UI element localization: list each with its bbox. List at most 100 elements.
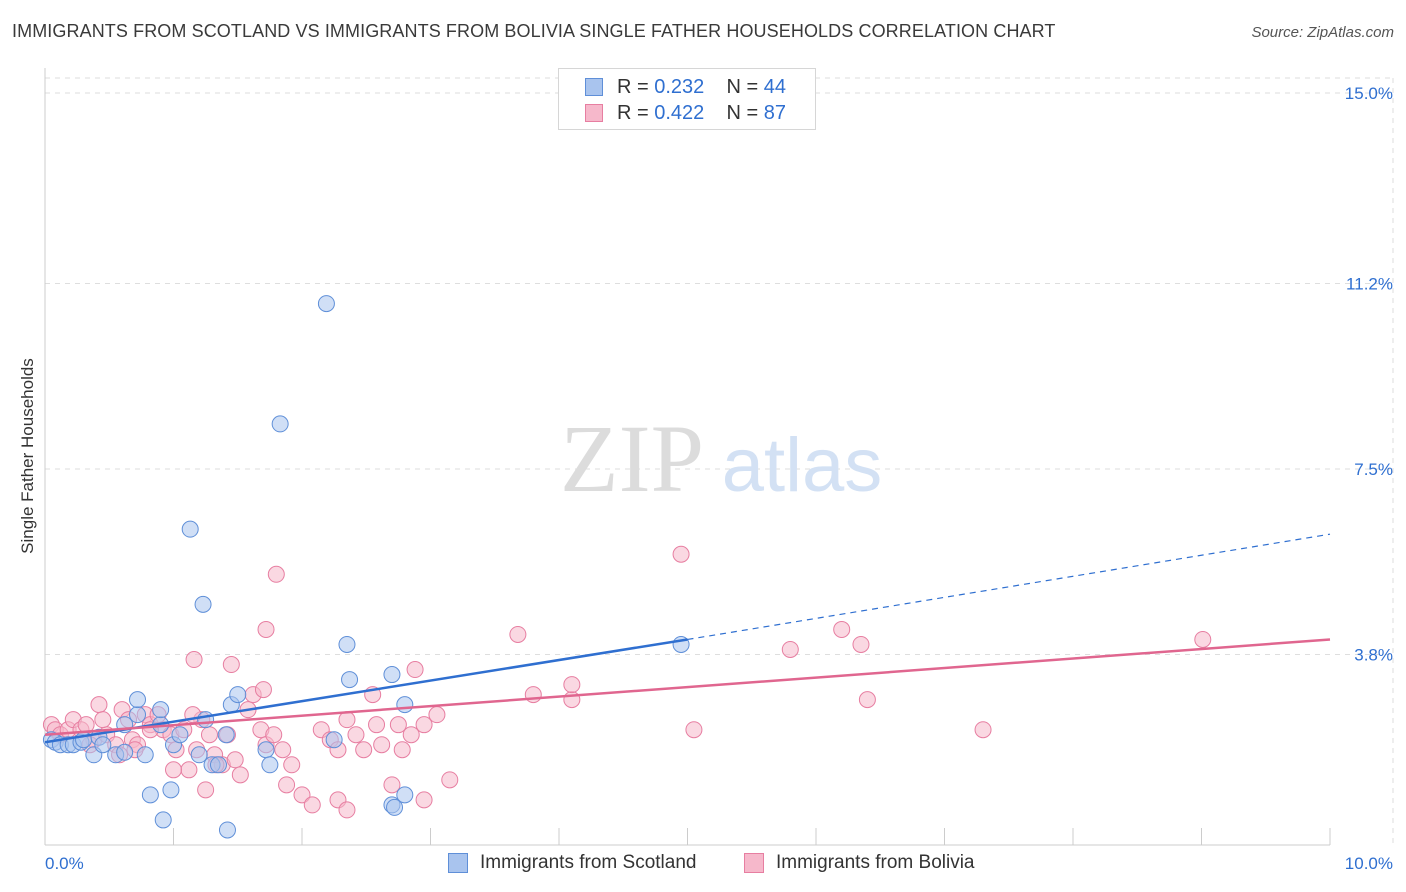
scotland-point (129, 706, 147, 724)
bolivia-swatch (585, 104, 603, 122)
bolivia-point (402, 726, 420, 744)
scotland-point (217, 726, 235, 744)
bolivia-point (858, 691, 876, 709)
legend-n-label: N = (726, 76, 759, 98)
scotland-point (194, 595, 212, 613)
bolivia-trend-line (44, 638, 1331, 736)
bolivia-point (257, 620, 275, 638)
bolivia-point (293, 786, 311, 804)
bolivia-point (185, 651, 203, 669)
legend-r-label: R = (617, 102, 649, 124)
bolivia-point (338, 801, 356, 819)
scotland-point (317, 295, 335, 313)
bolivia-point (265, 726, 283, 744)
scotland-point (116, 743, 134, 761)
scotland-point (136, 746, 154, 764)
bolivia-point (165, 761, 182, 779)
scotland-legend-label: Immigrants from Scotland (480, 852, 697, 873)
scotland-point (396, 786, 414, 804)
bolivia-legend-label: Immigrants from Bolivia (776, 852, 975, 873)
bolivia-point (406, 661, 424, 679)
bolivia-point (685, 721, 703, 739)
bolivia-point (283, 756, 301, 774)
series-bolivia-points (42, 545, 1212, 819)
bolivia-point (338, 711, 356, 729)
scotland-point (190, 746, 208, 764)
scotland-point (209, 756, 227, 774)
scotland-point (197, 711, 215, 729)
scotland-point (271, 415, 289, 433)
bolivia-point (267, 565, 285, 583)
bolivia-point (428, 706, 446, 724)
scotland-point (257, 741, 275, 759)
bolivia-point (368, 716, 386, 734)
bolivia-point (231, 766, 249, 784)
bolivia-point (672, 545, 690, 563)
trend-lines (44, 533, 1331, 744)
source-credit: Source: ZipAtlas.com (1251, 24, 1394, 41)
scotland-point (154, 811, 172, 829)
bolivia-legend-swatch (744, 853, 764, 873)
bolivia-point (303, 796, 321, 814)
legend-n-label: N = (726, 102, 759, 124)
bolivia-point (509, 625, 527, 643)
scotland-point (94, 736, 112, 754)
bolivia-point (383, 776, 401, 794)
watermark-zip: ZIP (560, 405, 704, 512)
bolivia-point (222, 656, 240, 674)
bolivia-point (200, 726, 218, 744)
scotland-point (129, 691, 147, 709)
y-tick-label: 3.8% (1354, 646, 1393, 665)
bolivia-point (278, 776, 296, 794)
scotland-point (383, 666, 401, 684)
scotland-point (152, 701, 170, 719)
y-tick-label: 7.5% (1354, 460, 1393, 479)
bolivia-point (852, 635, 870, 653)
bolivia-n-value: 87 (763, 102, 787, 124)
gridlines (45, 77, 1394, 845)
bolivia-point (833, 620, 851, 638)
bolivia-point (441, 771, 459, 789)
legend-r-label: R = (617, 76, 649, 98)
bolivia-point (226, 751, 244, 769)
scotland-swatch (585, 78, 603, 96)
x-tick-label: 10.0% (1345, 854, 1393, 873)
bolivia-point (563, 676, 581, 694)
bolivia-point (415, 716, 433, 734)
watermark: ZIP atlas (560, 405, 882, 512)
scotland-trend-line (44, 638, 688, 744)
bolivia-r-value: 0.422 (654, 102, 705, 124)
bolivia-point (524, 686, 542, 704)
axes (44, 68, 1331, 846)
tick-labels: 3.8% 7.5% 11.2% 15.0% 0.0% 10.0% (45, 84, 1393, 873)
scotland-point (261, 756, 279, 774)
scotland-point (338, 635, 356, 653)
bolivia-point (180, 761, 198, 779)
bolivia-point (781, 640, 799, 658)
bolivia-point (389, 716, 407, 734)
scotland-point (341, 671, 359, 689)
scotland-point (162, 781, 180, 799)
bolivia-point (373, 736, 391, 754)
bolivia-point (974, 721, 992, 739)
y-tick-label: 11.2% (1346, 275, 1393, 294)
y-tick-label: 15.0% (1345, 84, 1393, 103)
bolivia-point (94, 711, 112, 729)
watermark-atlas: atlas (722, 423, 883, 508)
scotland-point (325, 731, 343, 749)
bolivia-point (197, 781, 215, 799)
bolivia-point (254, 681, 272, 699)
bolivia-point (393, 741, 411, 759)
chart-title: IMMIGRANTS FROM SCOTLAND VS IMMIGRANTS F… (12, 21, 1056, 41)
scotland-point (141, 786, 159, 804)
scotland-point (229, 686, 247, 704)
scotland-trend-extension (687, 533, 1331, 641)
x-tick-label: 0.0% (45, 854, 84, 873)
bolivia-point (347, 726, 365, 744)
scotland-n-value: 44 (763, 76, 787, 98)
scotland-r-value: 0.232 (654, 76, 705, 98)
bolivia-point (1194, 630, 1212, 648)
bolivia-point (90, 696, 108, 714)
bolivia-point (274, 741, 292, 759)
